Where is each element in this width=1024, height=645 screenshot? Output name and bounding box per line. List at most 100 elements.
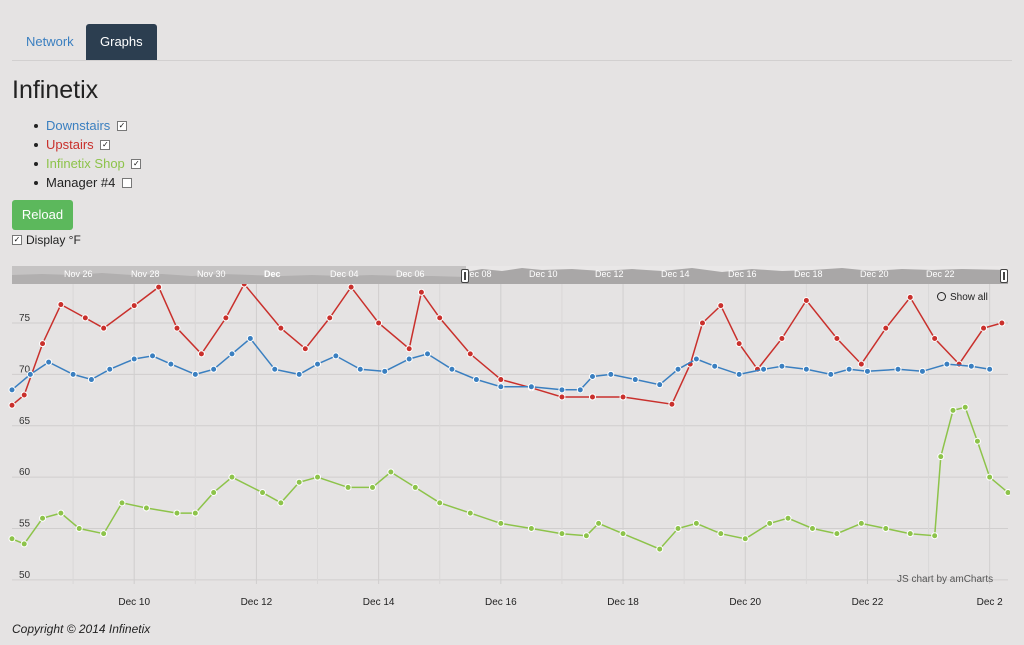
zoom-icon xyxy=(937,292,946,301)
reload-button[interactable]: Reload xyxy=(12,200,73,230)
legend-item-upstairs: Upstairs ✓ xyxy=(34,137,141,156)
data-point-infinetix-shop xyxy=(595,519,603,527)
data-point-downstairs xyxy=(448,365,456,373)
data-point-downstairs xyxy=(943,360,951,368)
scroll-label: Nov 30 xyxy=(197,269,226,279)
data-point-infinetix-shop xyxy=(173,509,181,517)
data-point-upstairs xyxy=(57,301,65,309)
bullet-icon xyxy=(34,181,38,185)
y-tick-label: 55 xyxy=(19,519,31,530)
chart-credit[interactable]: JS chart by amCharts xyxy=(897,574,994,585)
data-point-upstairs xyxy=(277,324,285,332)
data-point-upstairs xyxy=(8,401,16,409)
display-f-checkbox[interactable]: ✓ xyxy=(12,234,22,245)
legend-label-infinetix-shop: Infinetix Shop xyxy=(46,156,125,171)
data-point-infinetix-shop xyxy=(582,532,590,540)
data-point-upstairs xyxy=(436,314,444,322)
data-point-upstairs xyxy=(882,324,890,332)
tab-bar: Network Graphs xyxy=(12,24,1012,61)
scroll-label: Dec 22 xyxy=(926,269,955,279)
data-point-downstairs xyxy=(802,365,810,373)
data-point-infinetix-shop xyxy=(118,499,126,507)
data-point-upstairs xyxy=(857,360,865,368)
data-point-upstairs xyxy=(998,319,1006,327)
data-point-downstairs xyxy=(778,362,786,370)
series-legend: Downstairs ✓ Upstairs ✓ Infinetix Shop ✓… xyxy=(34,118,142,194)
data-point-upstairs xyxy=(130,302,138,310)
data-point-infinetix-shop xyxy=(619,530,627,538)
data-point-infinetix-shop xyxy=(906,530,914,538)
temperature-chart: 50 55 60 65 70 75 Dec 10 Dec 12 Dec 14 Dec 16 Dec … xyxy=(8,284,1010,608)
data-point-infinetix-shop xyxy=(961,403,969,411)
data-point-infinetix-shop xyxy=(277,499,285,507)
legend-label-downstairs: Downstairs xyxy=(46,118,111,133)
infinetix-shop-checkbox[interactable]: ✓ xyxy=(131,158,142,169)
data-point-downstairs xyxy=(845,365,853,373)
data-point-downstairs xyxy=(760,365,768,373)
data-point-downstairs xyxy=(167,360,175,368)
downstairs-checkbox[interactable]: ✓ xyxy=(116,120,127,131)
show-all-button[interactable]: Show all xyxy=(937,291,988,303)
data-point-upstairs xyxy=(466,350,474,358)
data-point-downstairs xyxy=(576,386,584,394)
scroll-label: Nov 28 xyxy=(131,269,160,279)
data-point-infinetix-shop xyxy=(210,489,218,497)
data-point-infinetix-shop xyxy=(882,525,890,533)
chart-scrollbar[interactable]: Nov 26 Nov 28 Nov 30 Dec Dec 04 Dec 06 D… xyxy=(12,266,1008,284)
upstairs-checkbox[interactable]: ✓ xyxy=(100,139,111,150)
data-point-upstairs xyxy=(955,360,963,368)
data-point-downstairs xyxy=(827,370,835,378)
scrollbar-right-grip[interactable] xyxy=(1000,269,1008,283)
data-point-infinetix-shop xyxy=(411,483,419,491)
data-point-downstairs xyxy=(656,381,664,389)
scroll-label: Dec xyxy=(264,269,281,279)
x-tick-label: Dec 20 xyxy=(729,597,761,608)
data-point-upstairs xyxy=(735,340,743,348)
tab-network[interactable]: Network xyxy=(26,34,74,49)
data-point-downstairs xyxy=(106,365,114,373)
data-point-upstairs xyxy=(222,314,230,322)
data-point-infinetix-shop xyxy=(656,545,664,553)
data-point-downstairs xyxy=(87,376,95,384)
manager-4-checkbox[interactable] xyxy=(122,177,133,188)
data-point-downstairs xyxy=(295,370,303,378)
data-point-infinetix-shop xyxy=(931,532,939,540)
y-tick-label: 50 xyxy=(19,570,31,581)
series-line-infinetix-shop xyxy=(11,406,1009,550)
data-point-downstairs xyxy=(191,370,199,378)
data-point-infinetix-shop xyxy=(833,530,841,538)
data-point-downstairs xyxy=(356,365,364,373)
data-point-downstairs xyxy=(271,365,279,373)
show-all-label: Show all xyxy=(950,292,988,303)
data-point-downstairs xyxy=(381,367,389,375)
scroll-label: Dec 16 xyxy=(728,269,757,279)
data-point-infinetix-shop xyxy=(973,437,981,445)
data-point-infinetix-shop xyxy=(142,504,150,512)
scroll-label: Dec 06 xyxy=(396,269,425,279)
data-point-upstairs xyxy=(698,319,706,327)
data-point-upstairs xyxy=(240,284,248,288)
scrollbar-left-grip[interactable] xyxy=(461,269,469,283)
data-point-downstairs xyxy=(692,355,700,363)
series-line-downstairs xyxy=(11,337,990,391)
y-tick-label: 70 xyxy=(19,364,31,375)
scroll-label: Dec 08 xyxy=(463,269,492,279)
data-point-infinetix-shop xyxy=(191,509,199,517)
data-point-downstairs xyxy=(735,370,743,378)
data-point-upstairs xyxy=(326,314,334,322)
data-point-upstairs xyxy=(558,393,566,401)
scrollbar-preview xyxy=(12,266,1008,284)
data-point-upstairs xyxy=(588,393,596,401)
data-point-upstairs xyxy=(980,324,988,332)
data-point-downstairs xyxy=(8,386,16,394)
data-point-upstairs xyxy=(906,293,914,301)
data-point-infinetix-shop xyxy=(527,525,535,533)
data-point-upstairs xyxy=(619,393,627,401)
data-point-downstairs xyxy=(497,383,505,391)
data-point-upstairs xyxy=(405,345,413,353)
data-point-upstairs xyxy=(301,345,309,353)
data-point-downstairs xyxy=(149,352,157,360)
data-point-infinetix-shop xyxy=(497,519,505,527)
tab-graphs[interactable]: Graphs xyxy=(86,24,157,60)
data-point-infinetix-shop xyxy=(295,478,303,486)
